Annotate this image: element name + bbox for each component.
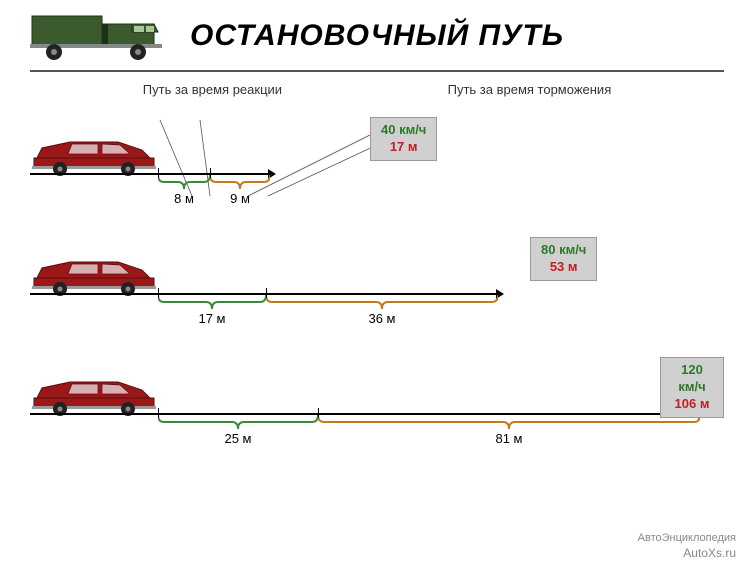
braking-label: 9 м bbox=[210, 191, 270, 206]
info-speed: 80 км/ч bbox=[541, 242, 586, 259]
speed-info-box: 40 км/ч 17 м bbox=[370, 117, 437, 161]
tick-mark bbox=[210, 168, 211, 178]
info-speed: 40 км/ч bbox=[381, 122, 426, 139]
speed-info-box: 120 км/ч 106 м bbox=[660, 357, 724, 418]
speed-row: 25 м 81 м 120 км/ч 106 м bbox=[30, 347, 724, 457]
tick-mark bbox=[158, 288, 159, 298]
tick-mark bbox=[266, 288, 267, 298]
credit: АвтоЭнциклопедия AutoXs.ru bbox=[638, 532, 736, 560]
braking-label: 36 м bbox=[266, 311, 498, 326]
car-icon bbox=[30, 252, 158, 296]
speed-row: 8 м 9 м 40 км/ч 17 м bbox=[30, 107, 724, 217]
speed-row: 17 м 36 м 80 км/ч 53 м bbox=[30, 227, 724, 337]
tick-mark bbox=[318, 408, 319, 418]
tick-mark bbox=[158, 408, 159, 418]
reaction-label: 8 м bbox=[158, 191, 210, 206]
info-distance: 17 м bbox=[381, 139, 426, 156]
car-icon bbox=[30, 132, 158, 176]
diagram-container: 8 м 9 м 40 км/ч 17 м 17 м 36 м 80 км/ч 53 … bbox=[0, 107, 754, 457]
car-icon bbox=[30, 372, 158, 416]
info-distance: 106 м bbox=[671, 396, 713, 413]
info-speed: 120 км/ч bbox=[671, 362, 713, 396]
reaction-label: 17 м bbox=[158, 311, 266, 326]
braking-label: 81 м bbox=[318, 431, 700, 446]
tick-mark bbox=[158, 168, 159, 178]
info-distance: 53 м bbox=[541, 259, 586, 276]
speed-info-box: 80 км/ч 53 м bbox=[530, 237, 597, 281]
credit-line1: АвтоЭнциклопедия bbox=[638, 532, 736, 545]
reaction-label: 25 м bbox=[158, 431, 318, 446]
credit-line2: AutoXs.ru bbox=[638, 546, 736, 560]
